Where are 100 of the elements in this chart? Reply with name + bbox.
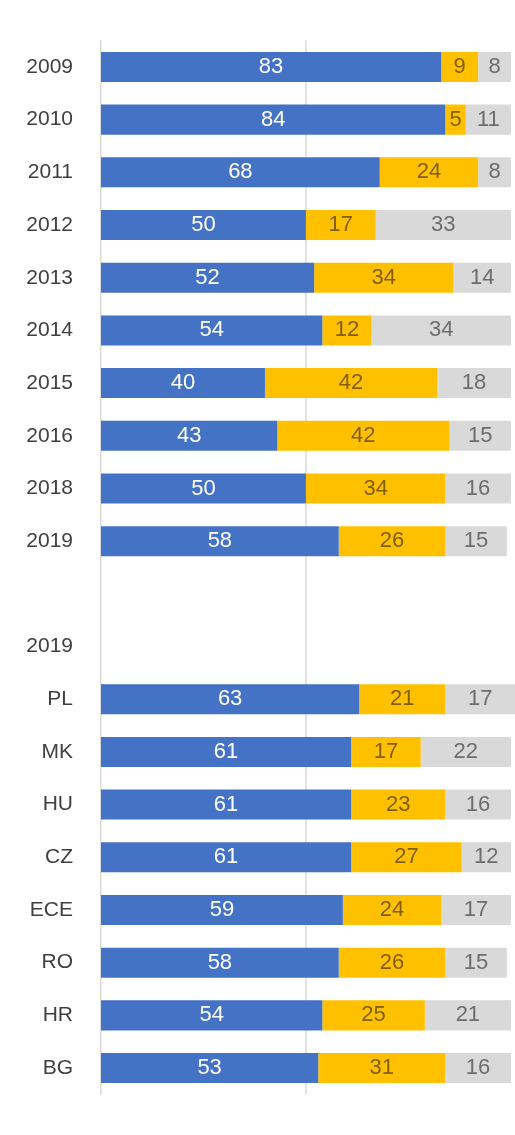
data-label: 21 <box>455 1001 481 1027</box>
y-tick-label: MK <box>41 738 73 762</box>
bar <box>277 420 450 451</box>
data-label: 11 <box>476 105 500 131</box>
data-label: 23 <box>385 790 411 816</box>
data-label: 68 <box>228 158 253 184</box>
data-label: 61 <box>213 790 239 816</box>
data-label: 84 <box>260 105 286 131</box>
y-tick-label: BG <box>42 1054 73 1078</box>
data-label: 43 <box>176 421 202 447</box>
data-label: 17 <box>328 211 354 237</box>
bar <box>445 684 515 715</box>
y-tick-label: 2011 <box>27 159 73 183</box>
y-tick-label: 2016 <box>26 422 73 446</box>
data-label: 26 <box>379 527 405 553</box>
data-label: 9 <box>453 53 466 79</box>
bar <box>322 1000 425 1031</box>
bar <box>342 894 442 925</box>
y-tick-label: RO <box>41 949 73 973</box>
data-label: 5 <box>449 105 462 131</box>
data-label: 21 <box>390 685 415 711</box>
bar <box>101 157 380 188</box>
bar <box>371 315 511 346</box>
data-label: 61 <box>213 843 239 869</box>
bar <box>441 894 511 925</box>
bar <box>101 1000 323 1031</box>
data-label: 8 <box>488 53 501 79</box>
data-label: 34 <box>371 263 397 289</box>
data-label: 15 <box>463 527 489 553</box>
bar <box>101 262 315 293</box>
data-label: 12 <box>474 843 499 869</box>
data-label: 40 <box>170 369 196 395</box>
bar <box>101 789 352 820</box>
data-label: 15 <box>463 948 489 974</box>
data-label: 50 <box>191 474 216 500</box>
bar <box>101 947 339 978</box>
bar <box>305 210 376 241</box>
data-label: 58 <box>207 948 233 974</box>
y-tick-label: 2019 <box>26 633 73 657</box>
bar <box>101 473 306 504</box>
bar <box>351 842 462 873</box>
bar <box>264 368 438 399</box>
y-tick-label: CZ <box>45 844 74 868</box>
data-label: 17 <box>373 737 399 763</box>
data-label: 24 <box>379 896 405 922</box>
bar <box>338 526 446 557</box>
bar <box>101 51 442 82</box>
data-label: 26 <box>379 948 405 974</box>
bar <box>101 842 352 873</box>
y-tick-label: ECE <box>29 896 73 920</box>
bar <box>445 526 507 557</box>
bar <box>101 894 343 925</box>
bar <box>101 736 352 767</box>
y-tick-label: 2015 <box>26 369 73 393</box>
y-tick-label: PL <box>47 686 73 710</box>
data-label: 34 <box>428 316 454 342</box>
bar <box>338 947 446 978</box>
data-label: 52 <box>195 263 220 289</box>
data-label: 16 <box>465 474 491 500</box>
bar <box>101 315 323 346</box>
bar <box>375 210 511 241</box>
bar <box>101 104 446 135</box>
data-label: 24 <box>416 158 442 184</box>
data-label: 54 <box>199 316 224 342</box>
bar <box>441 51 479 82</box>
y-tick-label: 2009 <box>26 53 73 77</box>
data-label: 58 <box>207 527 233 553</box>
bar <box>351 789 446 820</box>
data-label: 34 <box>363 474 388 500</box>
data-label: 42 <box>338 369 364 395</box>
bar <box>424 1000 511 1031</box>
data-label: 61 <box>213 737 239 763</box>
data-label: 25 <box>361 1001 386 1027</box>
y-tick-label: HU <box>42 791 73 815</box>
data-label: 31 <box>369 1054 395 1080</box>
bar <box>305 473 446 504</box>
data-label: 50 <box>191 211 216 237</box>
bar <box>101 368 265 399</box>
bar <box>101 526 339 557</box>
data-label: 16 <box>465 790 491 816</box>
data-label: 33 <box>431 211 456 237</box>
data-label: 8 <box>488 158 501 184</box>
data-label: 53 <box>197 1054 222 1080</box>
data-label: 22 <box>453 737 479 763</box>
data-label: 18 <box>461 369 487 395</box>
data-label: 12 <box>334 316 360 342</box>
data-label: 17 <box>467 685 493 711</box>
bar <box>359 684 446 715</box>
data-label: 14 <box>469 263 495 289</box>
y-tick-label: HR <box>42 1002 73 1026</box>
bar <box>314 262 454 293</box>
data-label: 42 <box>351 421 376 447</box>
data-label: 15 <box>467 421 493 447</box>
data-label: 59 <box>209 896 235 922</box>
data-label: 54 <box>199 1001 224 1027</box>
bar <box>351 736 421 767</box>
data-label: 17 <box>463 896 489 922</box>
y-tick-label: 2019 <box>26 527 73 551</box>
y-tick-label: 2014 <box>26 317 74 341</box>
y-tick-label: 2018 <box>26 475 73 499</box>
